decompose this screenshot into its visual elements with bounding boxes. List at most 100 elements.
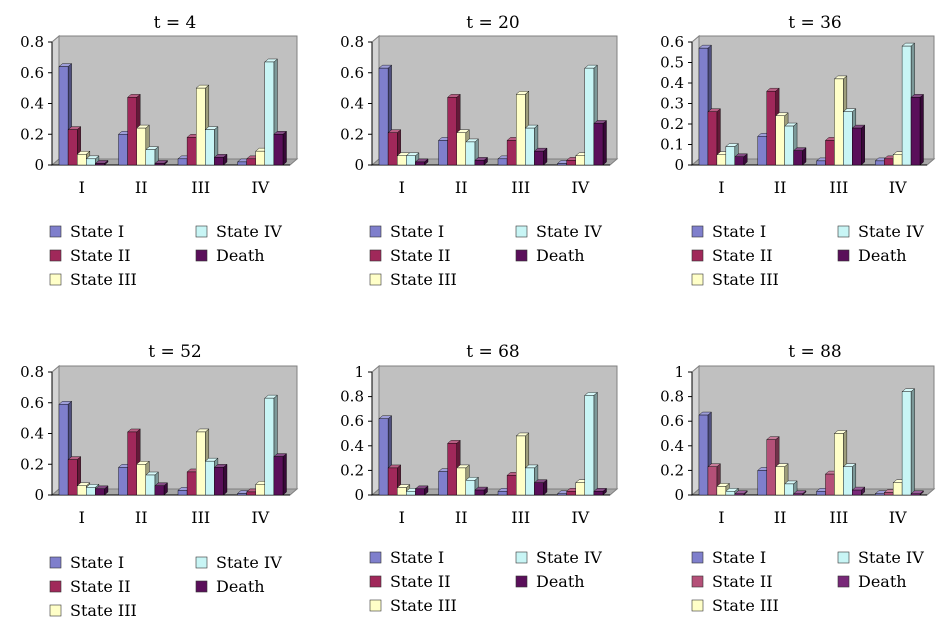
legend-swatch (515, 249, 528, 262)
legend-item: State II (49, 577, 131, 596)
legend: State I State II State III State IV Death (49, 553, 282, 620)
legend-label: State III (712, 596, 779, 615)
legend-label: State III (70, 601, 137, 620)
legend-label: State II (70, 246, 131, 265)
legend-item: State I (691, 222, 766, 241)
plot-wall (378, 35, 618, 160)
bar (593, 120, 608, 166)
legend-swatch (691, 599, 704, 612)
chart-title: t = 36 (788, 13, 842, 33)
legend-item: Death (837, 572, 907, 591)
legend-item: State III (691, 270, 779, 289)
legend-item: State IV (195, 553, 282, 572)
legend-label: Death (216, 577, 265, 596)
legend-label: State IV (216, 222, 282, 241)
category-label: IV (571, 508, 589, 527)
legend-label: Death (536, 572, 585, 591)
bar (734, 490, 748, 496)
bar (154, 482, 169, 496)
y-tick-label: 0 (34, 486, 44, 504)
y-tick-label: 0.6 (20, 394, 44, 412)
legend-label: State II (712, 246, 773, 265)
y-tick-label: 0.5 (660, 54, 684, 72)
legend-label: State IV (536, 222, 602, 241)
plot-wall (698, 365, 935, 490)
bar (474, 486, 489, 496)
legend-item: State II (691, 246, 773, 265)
bar (474, 156, 489, 166)
legend: State I State II State III State IV Death (49, 222, 282, 289)
legend-item: State IV (515, 548, 602, 567)
legend-label: State IV (536, 548, 602, 567)
legend-item: Death (195, 577, 265, 596)
legend-swatch (369, 551, 382, 564)
legend-item: State III (49, 270, 137, 289)
legend-item: State I (49, 222, 124, 241)
legend-swatch (195, 249, 208, 262)
y-tick-label: 0.6 (340, 64, 364, 82)
y-tick-label: 0.4 (660, 437, 684, 455)
bar (94, 160, 109, 166)
legend-swatch (515, 225, 528, 238)
legend-swatch (49, 249, 62, 262)
legend-label: State II (712, 572, 773, 591)
legend-swatch (49, 225, 62, 238)
legend-swatch (515, 551, 528, 564)
legend-label: State I (70, 222, 124, 241)
legend-item: State I (369, 222, 444, 241)
category-label: III (829, 508, 848, 527)
y-tick-label: 0 (674, 156, 684, 174)
legend-swatch (691, 575, 704, 588)
bar (145, 146, 159, 166)
category-label: III (191, 178, 210, 197)
y-tick-label: 0.8 (20, 363, 44, 381)
bar (414, 485, 429, 496)
y-tick-label: 0.6 (660, 412, 684, 430)
legend-item: State II (49, 246, 131, 265)
y-tick-label: 0.2 (20, 125, 44, 143)
legend-swatch (195, 556, 208, 569)
bar (273, 453, 288, 496)
legend: State I State II State III State IV Death (369, 548, 602, 615)
legend-swatch (49, 580, 62, 593)
y-tick-label: 0.2 (660, 461, 684, 479)
legend-item: Death (195, 246, 265, 265)
bar (273, 130, 288, 166)
bar (851, 486, 866, 496)
legend-item: State I (369, 548, 444, 567)
category-label: II (455, 508, 468, 527)
legend-swatch (49, 604, 62, 617)
legend-swatch (369, 575, 382, 588)
chart-title: t = 52 (148, 342, 202, 362)
chart-title: t = 4 (154, 13, 197, 33)
legend-label: State I (390, 548, 444, 567)
legend-item: State II (691, 572, 773, 591)
y-tick-label: 0.8 (660, 388, 684, 406)
category-label: I (79, 178, 85, 197)
category-label: II (455, 178, 468, 197)
y-tick-label: 0.8 (20, 33, 44, 51)
plot-wall (58, 365, 298, 490)
bar (910, 490, 925, 496)
category-label: IV (251, 508, 269, 527)
legend-swatch (837, 225, 850, 238)
y-tick-label: 0 (354, 156, 364, 174)
plot-side-wall (691, 364, 700, 497)
legend-label: State III (712, 270, 779, 289)
category-label: II (135, 508, 148, 527)
legend-swatch (195, 580, 208, 593)
bar (533, 147, 548, 166)
y-tick-label: 0 (354, 486, 364, 504)
bar (851, 124, 866, 166)
legend-swatch (195, 225, 208, 238)
bar (910, 93, 925, 166)
category-label: IV (889, 178, 907, 197)
chart-title: t = 20 (466, 13, 520, 33)
legend-label: Death (216, 246, 265, 265)
legend-swatch (369, 249, 382, 262)
bar (213, 463, 228, 496)
